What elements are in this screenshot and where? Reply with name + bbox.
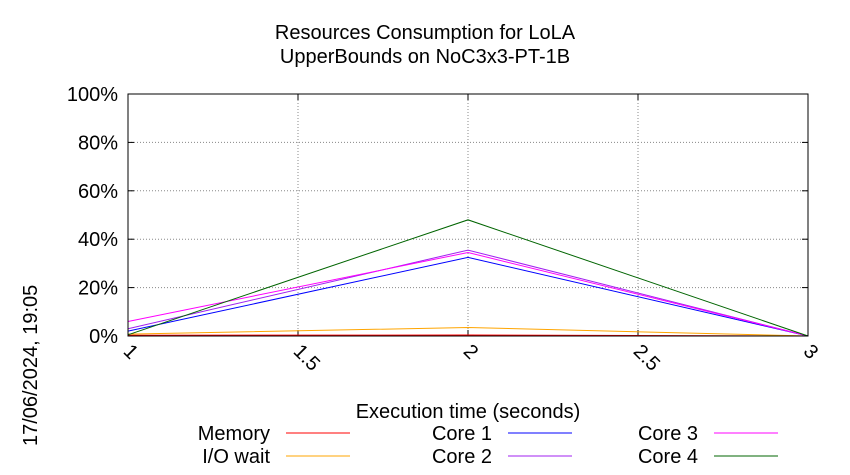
grid [127,93,809,337]
y-axis-ticks: 0% 20% 40% 60% 80% 100% [67,84,808,348]
legend-label: Core 1 [432,423,492,445]
series-line-core-1 [127,256,809,337]
chart-title-line-2: UpperBounds on NoC3x3-PT-1B [279,46,571,68]
y-tick-label: 20% [78,278,118,300]
y-tick-label: 60% [78,181,118,203]
x-tick-label: 1.5 [289,340,324,375]
series-lines [127,219,809,337]
legend-label: I/O wait [202,446,270,468]
x-tick-label: 1 [119,340,142,363]
legend-label: Core 4 [638,446,698,468]
series-line-core-2 [127,249,809,337]
x-tick-label: 3 [799,340,822,363]
series-line-core-4 [127,219,809,337]
series-line-core-3 [127,251,809,337]
legend-label: Memory [198,423,270,445]
x-tick-label: 2.5 [629,340,664,375]
legend-label: Core 3 [638,423,698,445]
series-line-i-o-wait [127,327,809,337]
y-tick-label: 80% [78,132,118,154]
y-tick-label: 40% [78,229,118,251]
x-axis-label: Execution time (seconds) [356,401,581,423]
plot-border [127,93,809,337]
legend-label: Core 2 [432,446,492,468]
y-tick-label: 100% [67,84,118,106]
chart-title-line-1: Resources Consumption for LoLA [274,22,576,44]
y-tick-label: 0% [89,326,118,348]
x-tick-label: 2 [459,340,482,363]
